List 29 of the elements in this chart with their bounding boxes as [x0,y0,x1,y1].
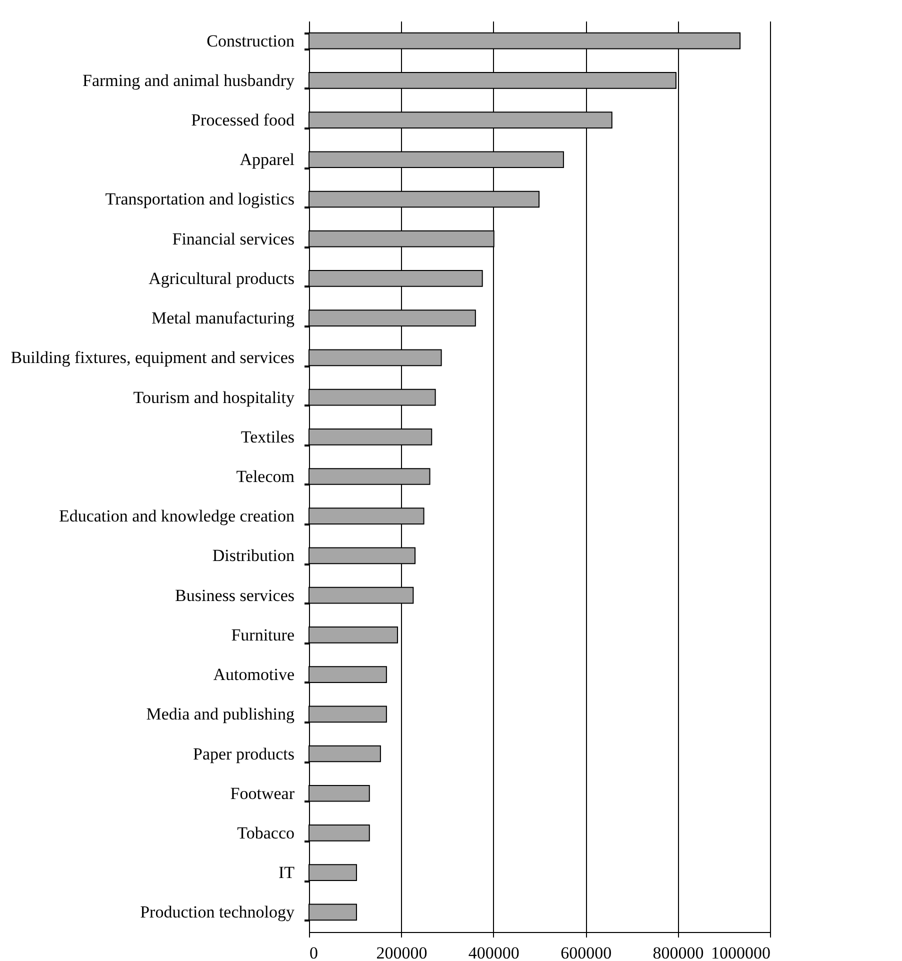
y-tick-label: Tourism and hospitality [133,388,295,407]
y-tick-label: Metal manufacturing [151,308,295,328]
y-tick-label: Telecom [236,467,294,486]
x-tick-label: 200000 [376,944,428,961]
x-tick-label: 0 [310,944,318,961]
x-tick-label: 400000 [468,944,520,961]
y-tick-label: Building fixtures, equipment and services [10,348,294,368]
y-tick-label: Distribution [212,546,295,566]
y-tick-label: Automotive [213,665,294,684]
y-tick-label: Financial services [172,229,294,248]
y-tick-label: Furniture [231,625,294,644]
y-tick-label: Farming and animal husbandry [82,70,295,90]
y-tick-label: Textiles [240,427,294,446]
y-tick-label: Agricultural products [148,268,294,288]
y-tick-label: Tobacco [237,823,294,842]
x-tick-label: 1000000 [711,944,770,961]
x-tick-label: 800000 [652,944,704,961]
y-tick-label: Transportation and logistics [105,190,294,209]
y-tick-label: Paper products [192,744,294,764]
y-tick-label: Education and knowledge creation [58,506,295,526]
y-tick-label: Processed food [191,110,295,130]
y-tick-label: Media and publishing [146,704,295,724]
y-tick-label: Production technology [140,902,295,922]
x-tick-label: 600000 [560,944,612,961]
y-tick-label: Business services [175,586,294,605]
y-tick-label: Apparel [240,150,295,170]
y-tick-label: Footwear [230,784,295,803]
y-tick-label: IT [278,863,296,882]
y-tick-label: Construction [206,31,295,50]
